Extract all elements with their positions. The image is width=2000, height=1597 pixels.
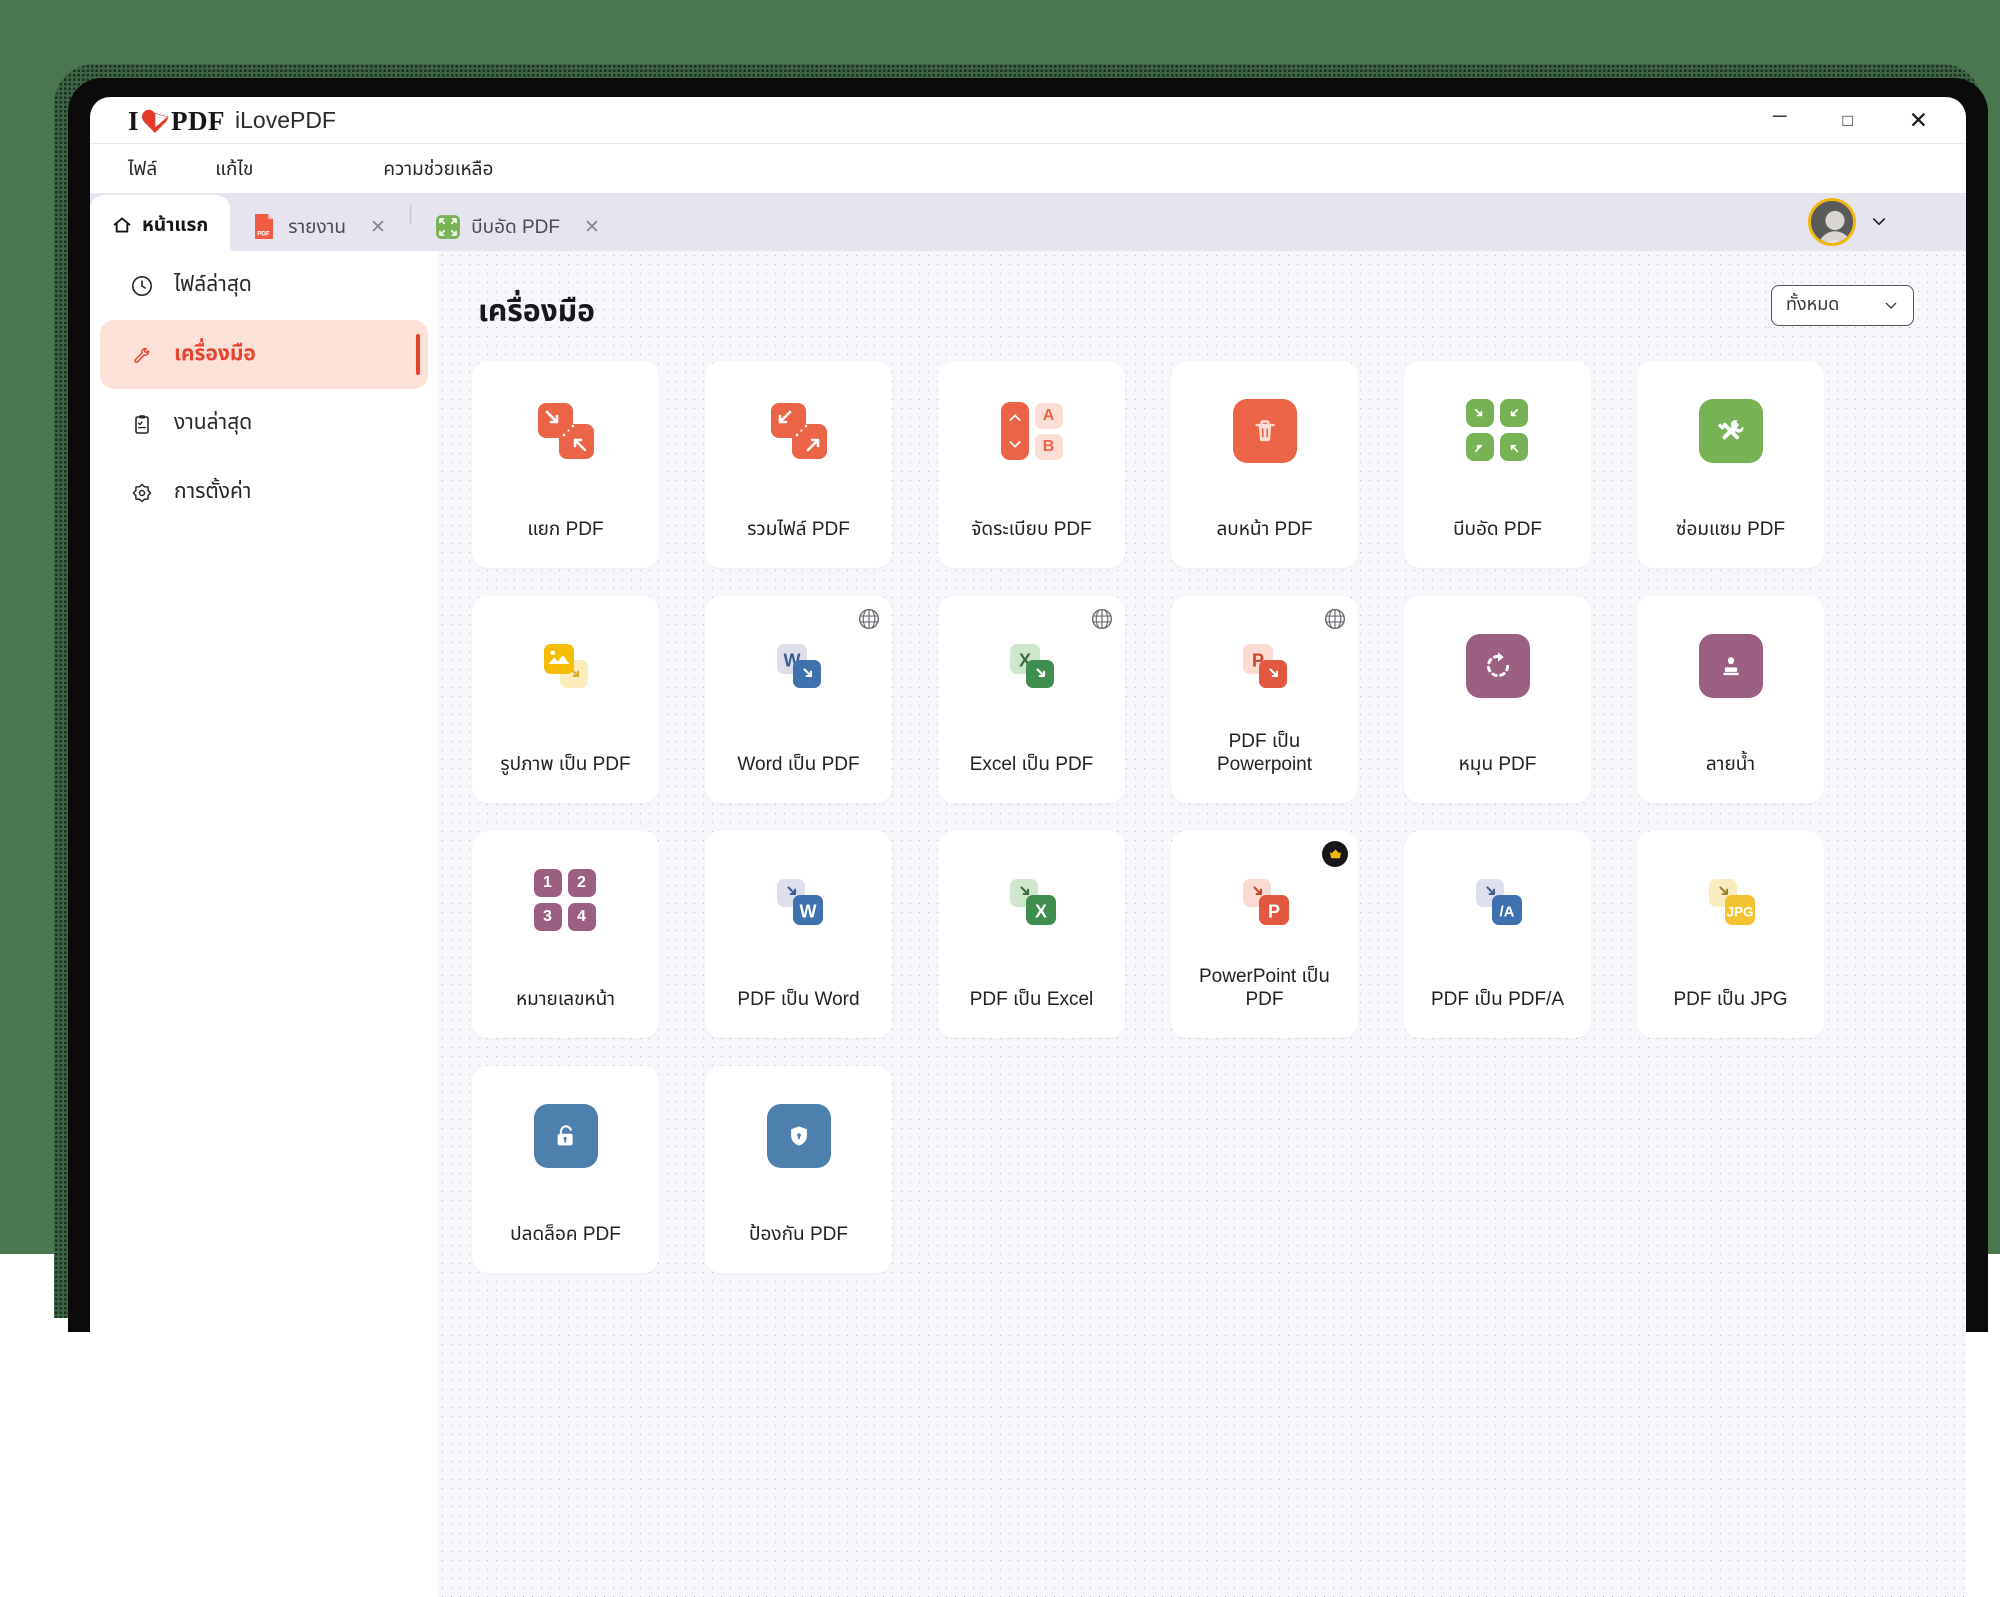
svg-text:P: P: [1267, 902, 1279, 922]
svg-text:W: W: [799, 902, 816, 922]
svg-text:JPG: JPG: [1726, 905, 1753, 920]
svg-text:/A: /A: [1499, 904, 1514, 921]
svg-text:X: X: [1034, 902, 1046, 922]
svg-text:PDF: PDF: [257, 230, 270, 237]
